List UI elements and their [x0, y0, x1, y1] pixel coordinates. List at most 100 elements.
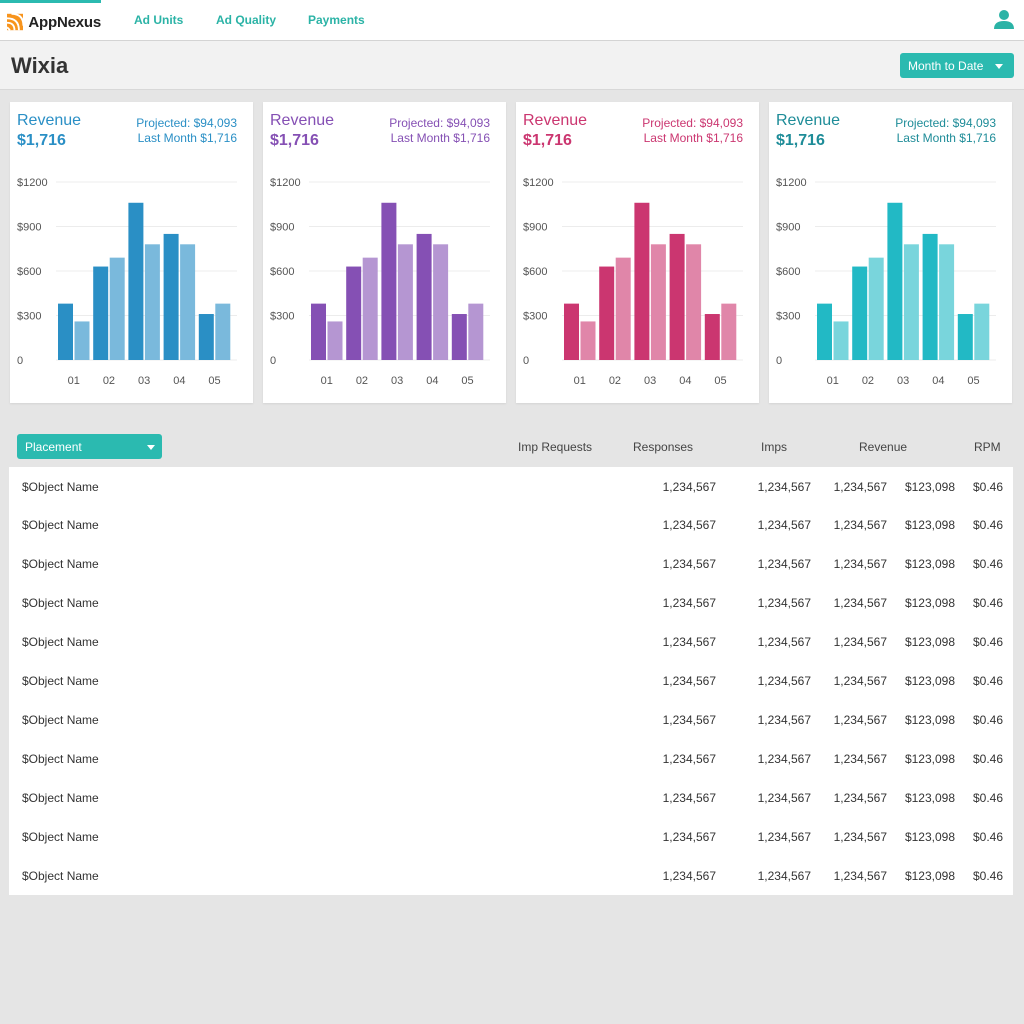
table-row[interactable]: $Object Name 1,234,567 1,234,567 1,234,567 $…	[9, 622, 1013, 661]
bar[interactable]	[93, 266, 109, 360]
bar[interactable]	[180, 244, 196, 360]
bar[interactable]	[362, 257, 378, 360]
y-tick-label: 0	[270, 355, 276, 367]
table-row[interactable]: $Object Name 1,234,567 1,234,567 1,234,567 $…	[9, 817, 1013, 856]
bar[interactable]	[128, 202, 144, 360]
bar[interactable]	[833, 321, 849, 360]
table-row[interactable]: $Object Name 1,234,567 1,234,567 1,234,567 $…	[9, 544, 1013, 583]
table-row[interactable]: $Object Name 1,234,567 1,234,567 1,234,567 $…	[9, 583, 1013, 622]
revenue-cell: $123,098	[904, 596, 955, 610]
imps-cell: 1,234,567	[833, 830, 887, 844]
imp-requests-cell: 1,234,567	[662, 752, 716, 766]
bar[interactable]	[922, 233, 938, 360]
projected-value: Projected: $94,093	[642, 116, 743, 130]
revenue-card: Revenue $1,716 Projected: $94,093 Last Mont…	[516, 102, 759, 403]
y-tick-label: $900	[270, 222, 294, 234]
column-header-rpm[interactable]: RPM	[974, 440, 1001, 454]
y-tick-label: $600	[776, 266, 800, 278]
bar[interactable]	[564, 303, 579, 360]
bar[interactable]	[939, 244, 955, 360]
imps-cell: 1,234,567	[833, 752, 887, 766]
y-tick-label: 0	[523, 355, 529, 367]
column-header-imp-requests[interactable]: Imp Requests	[518, 440, 593, 454]
revenue-cell: $123,098	[904, 791, 955, 805]
table-row[interactable]: $Object Name 1,234,567 1,234,567 1,234,567 $…	[9, 700, 1013, 739]
table-row[interactable]: $Object Name 1,234,567 1,234,567 1,234,567 $…	[9, 661, 1013, 700]
bar[interactable]	[74, 321, 90, 360]
bar[interactable]	[650, 244, 666, 360]
revenue-bar-chart: $1200 $900 $600 $300 0 01 02 03 04 05	[523, 177, 743, 387]
revenue-cell: $123,098	[904, 674, 955, 688]
bar[interactable]	[468, 303, 484, 360]
bar[interactable]	[704, 314, 720, 360]
responses-cell: 1,234,567	[757, 752, 811, 766]
bar[interactable]	[634, 202, 650, 360]
responses-cell: 1,234,567	[757, 518, 811, 532]
bar[interactable]	[327, 321, 343, 360]
bar[interactable]	[721, 303, 737, 360]
bar[interactable]	[903, 244, 919, 360]
bar[interactable]	[58, 303, 73, 360]
placement-name-cell: $Object Name	[22, 752, 99, 766]
bar[interactable]	[215, 303, 231, 360]
brand[interactable]: AppNexus	[0, 0, 101, 41]
bar[interactable]	[580, 321, 596, 360]
y-tick-label: $300	[776, 311, 800, 323]
imps-cell: 1,234,567	[833, 674, 887, 688]
imps-cell: 1,234,567	[833, 869, 887, 883]
imp-requests-cell: 1,234,567	[662, 713, 716, 727]
chevron-down-icon	[995, 64, 1003, 69]
imps-cell: 1,234,567	[833, 557, 887, 571]
bar[interactable]	[198, 314, 214, 360]
revenue-cell: $123,098	[904, 869, 955, 883]
projected-value: Projected: $94,093	[136, 116, 237, 130]
bar[interactable]	[817, 303, 832, 360]
bar[interactable]	[433, 244, 449, 360]
x-tick-label: 05	[208, 375, 220, 387]
bar[interactable]	[416, 233, 432, 360]
bar[interactable]	[686, 244, 702, 360]
bar[interactable]	[311, 303, 326, 360]
bar[interactable]	[163, 233, 179, 360]
placement-dropdown[interactable]: Placement	[17, 434, 162, 459]
bar[interactable]	[974, 303, 990, 360]
bar[interactable]	[599, 266, 615, 360]
x-tick-label: 02	[103, 375, 115, 387]
rpm-cell: $0.46	[972, 752, 1003, 766]
table-row[interactable]: $Object Name 1,234,567 1,234,567 1,234,567 $…	[9, 856, 1013, 895]
placement-name-cell: $Object Name	[22, 869, 99, 883]
bar[interactable]	[381, 202, 397, 360]
y-tick-label: $900	[17, 222, 41, 234]
imp-requests-cell: 1,234,567	[662, 830, 716, 844]
last-month-value: Last Month $1,716	[390, 131, 490, 145]
bar[interactable]	[669, 233, 685, 360]
table-row[interactable]: $Object Name 1,234,567 1,234,567 1,234,567 $…	[9, 505, 1013, 544]
user-icon[interactable]	[993, 9, 1015, 29]
table-row[interactable]: $Object Name 1,234,567 1,234,567 1,234,567 $…	[9, 739, 1013, 778]
nav-payments[interactable]: Payments	[308, 13, 365, 27]
column-header-responses[interactable]: Responses	[633, 440, 694, 454]
table-row[interactable]: $Object Name 1,234,567 1,234,567 1,234,567 $…	[9, 778, 1013, 817]
bar[interactable]	[957, 314, 973, 360]
nav-ad-quality[interactable]: Ad Quality	[216, 13, 277, 27]
bar[interactable]	[852, 266, 868, 360]
y-tick-label: $1200	[270, 177, 301, 189]
x-tick-label: 01	[574, 375, 586, 387]
responses-cell: 1,234,567	[757, 596, 811, 610]
rpm-cell: $0.46	[972, 713, 1003, 727]
bar[interactable]	[397, 244, 413, 360]
table-row[interactable]: $Object Name 1,234,567 1,234,567 1,234,567 $…	[9, 467, 1013, 506]
column-header-imps[interactable]: Imps	[761, 440, 788, 454]
card-title: Revenue	[523, 112, 588, 129]
bar[interactable]	[346, 266, 362, 360]
nav-ad-units[interactable]: Ad Units	[134, 13, 184, 27]
bar[interactable]	[887, 202, 903, 360]
bar[interactable]	[868, 257, 884, 360]
imps-cell: 1,234,567	[833, 596, 887, 610]
bar[interactable]	[109, 257, 125, 360]
bar[interactable]	[451, 314, 467, 360]
column-header-revenue[interactable]: Revenue	[859, 440, 908, 454]
bar[interactable]	[615, 257, 631, 360]
date-range-dropdown[interactable]: Month to Date	[900, 53, 1014, 78]
bar[interactable]	[144, 244, 160, 360]
